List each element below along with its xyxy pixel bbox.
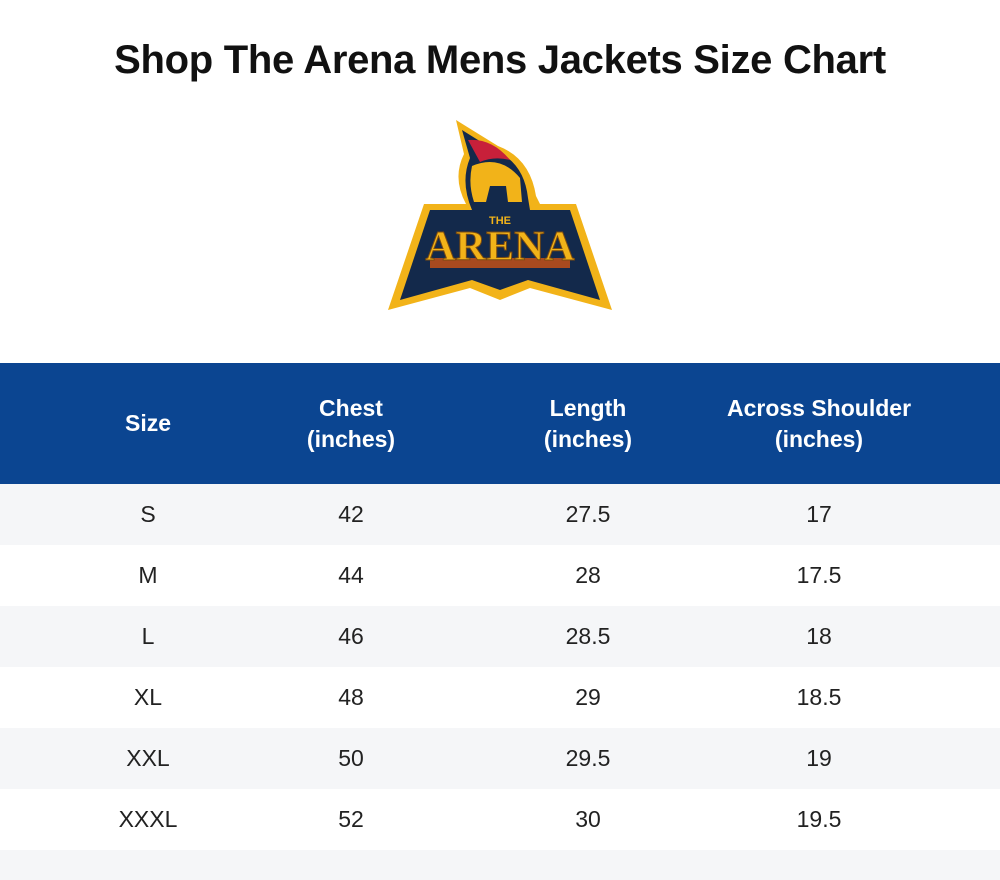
table-row: M 44 28 17.5 — [0, 545, 1000, 606]
table-cell: M — [138, 562, 158, 588]
table-cell: 17.5 — [796, 562, 842, 588]
column-header: Length (inches) — [543, 394, 633, 452]
logo: THE ARENA — [388, 120, 612, 310]
table-cell: L — [141, 623, 155, 649]
table-cell: XXL — [126, 745, 170, 771]
table-cell: S — [140, 501, 156, 527]
table-cell: 50 — [338, 745, 364, 771]
column-header: Size — [124, 410, 172, 436]
table-cell: 19 — [806, 745, 832, 771]
table-cell: 18.5 — [796, 684, 842, 710]
table-cell: 42 — [338, 501, 364, 527]
table-cell: 28.5 — [565, 623, 611, 649]
table-row: XXL 50 29.5 19 — [0, 728, 1000, 789]
table-cell: XXXL — [118, 806, 178, 832]
table-row: XXXL 52 30 19.5 — [0, 789, 1000, 850]
table-cell: 29 — [575, 684, 601, 710]
table-header: Size Chest (inches) Length (inches) Across … — [0, 363, 1000, 484]
table-footer-band — [0, 850, 1000, 880]
table-cell: 29.5 — [565, 745, 611, 771]
table-row: S 42 27.5 17 — [0, 484, 1000, 545]
column-header: Chest (inches) — [306, 394, 396, 452]
table-cell: 44 — [338, 562, 364, 588]
table-row: L 46 28.5 18 — [0, 606, 1000, 667]
column-header: Across Shoulder (inches) — [726, 394, 912, 452]
table-row: XL 48 29 18.5 — [0, 667, 1000, 728]
logo-word: ARENA — [425, 224, 575, 270]
table-cell: 30 — [575, 806, 601, 832]
size-table: Size Chest (inches) Length (inches) Across … — [0, 363, 1000, 880]
logo-small: THE — [489, 215, 511, 227]
table-cell: 46 — [338, 623, 364, 649]
table-cell: 27.5 — [565, 501, 611, 527]
table-cell: XL — [133, 684, 163, 710]
table-cell: 17 — [806, 501, 832, 527]
title: Shop The Arena Mens Jackets Size Chart — [114, 38, 886, 82]
table-cell: 52 — [338, 806, 364, 832]
table-cell: 18 — [806, 623, 832, 649]
table-cell: 48 — [338, 684, 364, 710]
table-cell: 19.5 — [796, 806, 842, 832]
table-cell: 28 — [575, 562, 601, 588]
